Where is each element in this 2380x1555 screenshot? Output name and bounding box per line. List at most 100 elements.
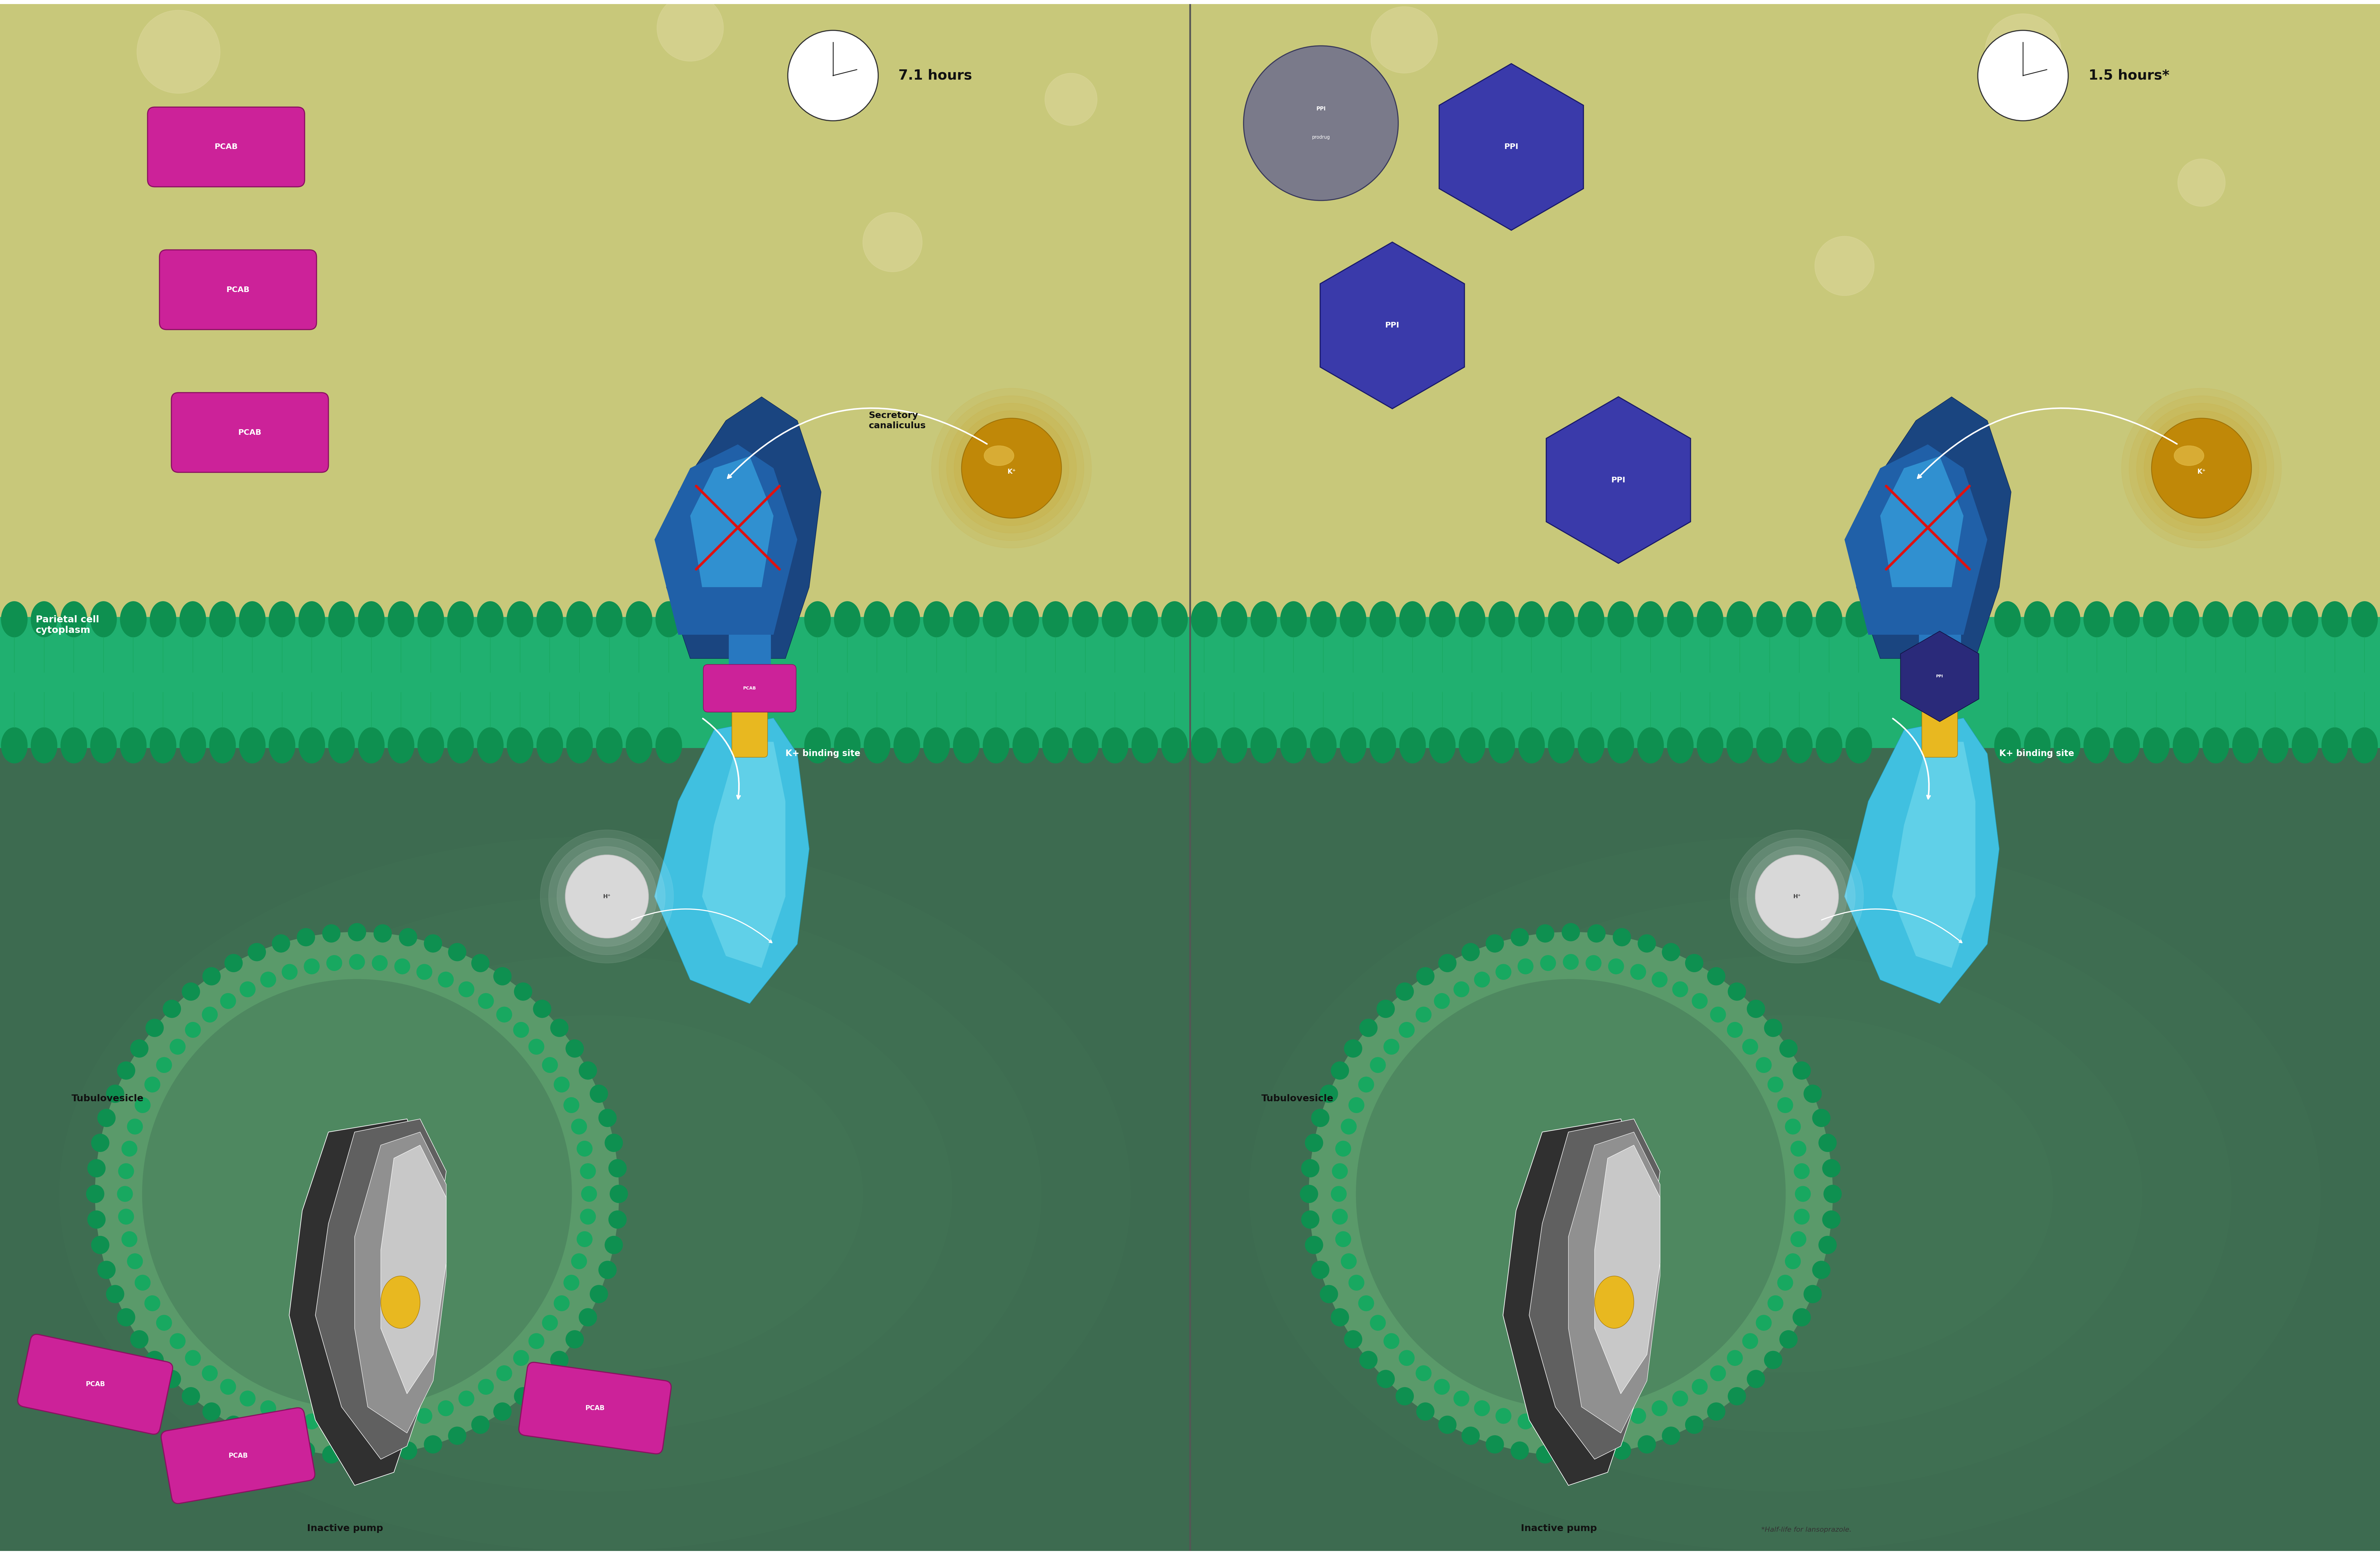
Ellipse shape [2320, 602, 2347, 638]
Ellipse shape [419, 602, 443, 638]
Ellipse shape [1340, 728, 1366, 764]
Ellipse shape [581, 1186, 597, 1202]
Ellipse shape [1561, 1446, 1580, 1465]
Ellipse shape [1785, 1253, 1802, 1269]
Ellipse shape [2261, 728, 2287, 764]
Ellipse shape [1630, 1409, 1647, 1424]
Ellipse shape [2351, 602, 2378, 638]
Ellipse shape [298, 728, 324, 764]
Ellipse shape [395, 1413, 409, 1429]
Text: PPI: PPI [1504, 143, 1518, 151]
Ellipse shape [626, 728, 652, 764]
Ellipse shape [1495, 1409, 1511, 1424]
Text: PCAB: PCAB [585, 1406, 605, 1412]
Polygon shape [1528, 1120, 1659, 1459]
Ellipse shape [1485, 935, 1504, 952]
Ellipse shape [2023, 602, 2049, 638]
Ellipse shape [1333, 1208, 1347, 1224]
Ellipse shape [157, 1316, 171, 1331]
Ellipse shape [1661, 944, 1680, 961]
Ellipse shape [259, 1401, 276, 1417]
Ellipse shape [1459, 728, 1485, 764]
Text: PPI: PPI [1316, 106, 1326, 112]
Ellipse shape [1587, 1446, 1607, 1463]
Ellipse shape [121, 1141, 138, 1157]
Circle shape [947, 403, 1076, 533]
Ellipse shape [1359, 1295, 1373, 1311]
Polygon shape [1595, 1144, 1659, 1393]
Ellipse shape [2261, 602, 2287, 638]
Ellipse shape [471, 955, 490, 972]
Ellipse shape [1383, 1333, 1399, 1348]
Ellipse shape [1609, 1413, 1623, 1429]
Ellipse shape [1790, 1141, 1806, 1157]
Text: Secretory
canaliculus: Secretory canaliculus [869, 411, 926, 431]
Ellipse shape [1333, 1163, 1347, 1179]
Ellipse shape [609, 1185, 628, 1204]
Circle shape [547, 838, 664, 955]
Ellipse shape [181, 983, 200, 1000]
Ellipse shape [655, 728, 681, 764]
Ellipse shape [145, 1019, 164, 1037]
Ellipse shape [438, 972, 455, 987]
Ellipse shape [117, 1062, 136, 1079]
Ellipse shape [1630, 964, 1647, 980]
Text: PPI: PPI [1611, 476, 1626, 484]
Polygon shape [1845, 718, 1999, 1003]
Ellipse shape [1280, 602, 1307, 638]
Ellipse shape [88, 1160, 105, 1177]
Ellipse shape [90, 1134, 109, 1152]
Ellipse shape [119, 1208, 133, 1224]
Ellipse shape [1561, 924, 1580, 941]
Ellipse shape [1359, 1019, 1378, 1037]
Ellipse shape [371, 955, 388, 970]
Ellipse shape [514, 983, 533, 1000]
Ellipse shape [1454, 981, 1468, 997]
FancyBboxPatch shape [1923, 709, 1956, 757]
Ellipse shape [1340, 602, 1366, 638]
Ellipse shape [1071, 728, 1097, 764]
Ellipse shape [326, 1417, 343, 1432]
Ellipse shape [416, 964, 433, 980]
Ellipse shape [1692, 994, 1706, 1009]
Ellipse shape [1585, 1417, 1602, 1432]
Ellipse shape [1371, 728, 1395, 764]
Ellipse shape [298, 1441, 314, 1460]
Circle shape [1371, 6, 1438, 73]
Ellipse shape [1814, 1109, 1830, 1127]
Ellipse shape [1371, 602, 1395, 638]
Ellipse shape [833, 602, 862, 638]
Ellipse shape [117, 1186, 133, 1202]
Ellipse shape [2351, 728, 2378, 764]
Ellipse shape [350, 955, 364, 970]
Ellipse shape [400, 928, 416, 945]
Circle shape [2178, 159, 2225, 207]
FancyBboxPatch shape [519, 1362, 671, 1454]
Ellipse shape [1726, 728, 1752, 764]
Ellipse shape [186, 1350, 200, 1365]
Ellipse shape [590, 1085, 607, 1102]
Ellipse shape [1823, 1211, 1840, 1228]
Ellipse shape [1609, 958, 1623, 973]
Ellipse shape [1804, 1085, 1821, 1102]
Bar [1918, 634, 1961, 706]
Ellipse shape [357, 728, 383, 764]
Ellipse shape [395, 958, 409, 973]
Ellipse shape [119, 728, 148, 764]
Circle shape [1737, 838, 1854, 955]
Ellipse shape [1376, 1370, 1395, 1389]
Ellipse shape [90, 728, 117, 764]
Ellipse shape [1309, 728, 1335, 764]
Ellipse shape [1435, 994, 1449, 1009]
Ellipse shape [1335, 1141, 1352, 1157]
Ellipse shape [497, 1006, 512, 1022]
Ellipse shape [590, 1284, 607, 1303]
Ellipse shape [895, 728, 919, 764]
Ellipse shape [328, 728, 355, 764]
Ellipse shape [1340, 1253, 1357, 1269]
Ellipse shape [1012, 602, 1038, 638]
Ellipse shape [1518, 1413, 1533, 1429]
Circle shape [1357, 980, 1785, 1409]
Ellipse shape [533, 1370, 552, 1389]
Ellipse shape [581, 1163, 595, 1179]
